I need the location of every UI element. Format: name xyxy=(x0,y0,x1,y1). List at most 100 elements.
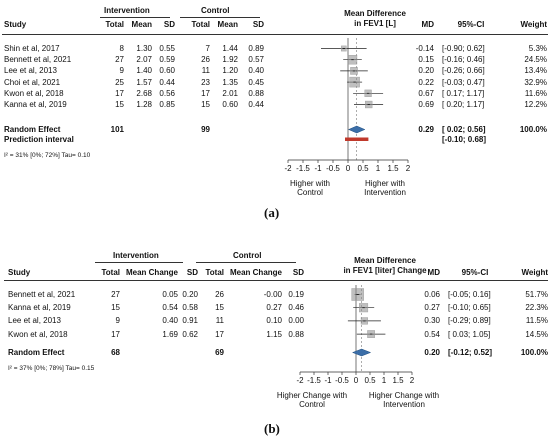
control-total: 15 xyxy=(201,100,210,109)
x-tick-label: 2 xyxy=(410,376,415,385)
control-total: 23 xyxy=(201,77,210,87)
col-sd: SD xyxy=(292,268,304,277)
pooled-weight: 100.0% xyxy=(520,348,548,357)
pooled-md: 0.20 xyxy=(424,348,440,357)
x-tick-label: -0.5 xyxy=(326,164,340,173)
intervention-mean: 1.57 xyxy=(136,77,152,87)
intervention-mean: 1.69 xyxy=(162,329,178,339)
pooled-ci: [-0.12; 0.52] xyxy=(448,348,493,357)
mean-difference: 0.27 xyxy=(424,303,440,313)
favors-left-line2: Control xyxy=(297,188,323,197)
control-total: 69 xyxy=(215,348,224,357)
weight: 14.5% xyxy=(525,329,548,339)
intervention-sd: 0.44 xyxy=(159,77,175,87)
mean-difference: 0.67 xyxy=(418,88,434,98)
pooled-label: Random Effect xyxy=(8,348,65,357)
heterogeneity-stats: I² = 31% [0%; 72%] Tau= 0.10 xyxy=(4,152,91,159)
control-mean: 0.10 xyxy=(266,316,282,326)
pooled-md: 0.29 xyxy=(418,125,434,134)
intervention-total: 17 xyxy=(111,329,120,339)
col-md: MD xyxy=(421,20,434,29)
header-rule xyxy=(4,280,548,281)
mean-difference: 0.54 xyxy=(424,329,440,339)
mean-difference: 0.22 xyxy=(418,77,434,87)
header-underline xyxy=(180,17,260,18)
intervention-mean: 0.54 xyxy=(162,303,178,313)
caption-b: (b) xyxy=(264,421,280,436)
control-sd: 0.88 xyxy=(248,88,264,98)
control-sd: 0.46 xyxy=(288,303,304,313)
control-mean: 0.27 xyxy=(266,303,282,313)
intervention-mean: 2.68 xyxy=(136,88,152,98)
control-total: 99 xyxy=(201,125,210,134)
heterogeneity-stats: I² = 37% [0%; 78%] Tau= 0.15 xyxy=(8,365,95,372)
prediction-ci: [-0.10; 0.68] xyxy=(442,135,487,144)
col-mean: Mean xyxy=(131,20,152,29)
study-name: Shin et al, 2017 xyxy=(4,44,60,53)
study-name: Lee et al, 2013 xyxy=(8,316,61,326)
control-mean: 1.44 xyxy=(222,44,238,53)
col-mean-change: Mean Change xyxy=(125,268,178,277)
col-ci: 95%-CI xyxy=(457,20,485,29)
intervention-sd: 0.59 xyxy=(159,55,175,65)
weight: 12.2% xyxy=(524,100,547,109)
mean-difference: 0.06 xyxy=(424,290,440,299)
control-total: 26 xyxy=(215,290,224,299)
weight: 13.4% xyxy=(524,66,547,76)
plot-title-line2: in FEV1 [liter] Change xyxy=(343,266,427,275)
confidence-interval: [-0.26; 0.66] xyxy=(442,66,485,76)
intervention-sd: 0.62 xyxy=(182,329,198,339)
control-sd: 0.00 xyxy=(288,316,304,326)
prediction-bar xyxy=(345,137,369,141)
intervention-total: 17 xyxy=(115,88,124,98)
col-sd: SD xyxy=(186,268,198,277)
col-sd: SD xyxy=(163,20,175,29)
control-mean: 1.92 xyxy=(222,55,238,65)
header-underline xyxy=(100,17,170,18)
study-name: Kanna et al, 2019 xyxy=(8,303,71,313)
control-mean: 1.15 xyxy=(266,329,282,339)
col-md: MD xyxy=(427,268,440,277)
favors-left-line2: Control xyxy=(299,400,325,409)
caption-a: (a) xyxy=(264,205,280,220)
col-weight: Weight xyxy=(521,268,548,277)
control-sd: 0.88 xyxy=(288,329,304,339)
x-tick-label: -0.5 xyxy=(335,376,349,385)
confidence-interval: [-0.10; 0.65] xyxy=(448,303,491,313)
study-name: Kwon et al, 2018 xyxy=(4,88,64,98)
x-tick-label: -2 xyxy=(296,376,304,385)
control-total: 7 xyxy=(205,44,210,53)
confidence-interval: [-0.29; 0.89] xyxy=(448,316,491,326)
favors-right-line2: Intervention xyxy=(383,400,425,409)
control-sd: 0.40 xyxy=(248,66,264,76)
weight: 5.3% xyxy=(528,44,547,53)
control-sd: 0.89 xyxy=(248,44,264,53)
study-name: Bennett et al, 2021 xyxy=(8,290,76,299)
weight: 22.3% xyxy=(525,303,548,313)
header-rule xyxy=(2,34,548,35)
pooled-ci: [ 0.02; 0.56] xyxy=(442,125,486,134)
x-tick-label: 0 xyxy=(346,164,351,173)
confidence-interval: [-0.90; 0.62] xyxy=(442,44,485,53)
mean-difference: 0.69 xyxy=(418,100,434,109)
intervention-mean: 1.28 xyxy=(136,100,152,109)
control-total: 26 xyxy=(201,55,210,65)
control-mean: 1.35 xyxy=(222,77,238,87)
control-mean: 2.01 xyxy=(222,88,238,98)
control-sd: 0.19 xyxy=(288,290,304,299)
favors-left-line1: Higher Change with xyxy=(276,391,348,400)
intervention-mean: 1.40 xyxy=(136,66,152,76)
col-weight: Weight xyxy=(520,20,547,29)
x-tick-label: 1.5 xyxy=(387,164,399,173)
mean-difference: 0.20 xyxy=(418,66,434,76)
weight: 24.5% xyxy=(524,55,547,65)
confidence-interval: [-0.03; 0.47] xyxy=(442,77,485,87)
col-study: Study xyxy=(8,268,31,277)
weight: 32.9% xyxy=(524,77,547,87)
control-mean: 0.60 xyxy=(222,100,238,109)
control-total: 17 xyxy=(215,329,224,339)
control-mean: 1.20 xyxy=(222,66,238,76)
intervention-total: 101 xyxy=(110,125,124,134)
study-name: Choi et al, 2021 xyxy=(4,77,61,87)
plot-title-line1: Mean Difference xyxy=(344,9,406,18)
